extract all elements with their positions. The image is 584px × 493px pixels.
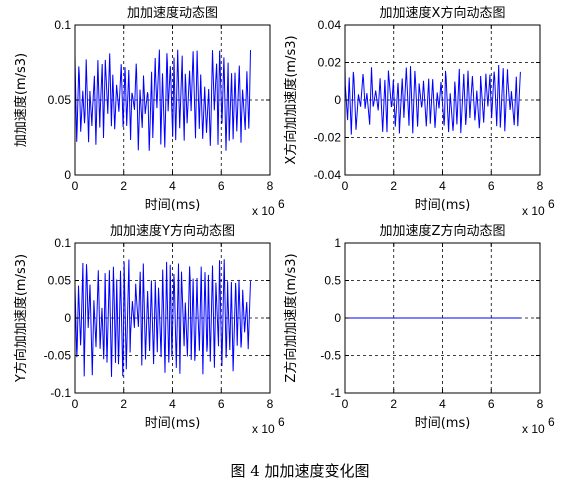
series-line: [344, 64, 521, 135]
x-tick-label: 0: [342, 397, 349, 411]
y-axis-label: Y方向加加速度(m/s3): [13, 254, 29, 383]
y-tick-label: 0.1: [54, 18, 71, 32]
x-tick-label: 6: [488, 179, 495, 193]
y-tick-label: -0.05: [44, 349, 72, 363]
x-multiplier: x 10: [522, 204, 545, 218]
x-tick-label: 0: [72, 397, 79, 411]
x-axis-label: 时间(ms): [145, 198, 201, 213]
y-tick-label: 0: [334, 311, 341, 325]
y-tick-label: 0.02: [318, 56, 342, 70]
series-line: [74, 259, 251, 377]
x-tick-label: 2: [390, 397, 397, 411]
y-axis-label: Z方向加加速度(m/s3): [283, 253, 299, 382]
x-tick-label: 8: [537, 397, 544, 411]
x-tick-label: 4: [169, 397, 176, 411]
x-tick-label: 4: [169, 179, 176, 193]
x-axis-label: 时间(ms): [415, 198, 471, 213]
y-tick-label: 1: [334, 236, 341, 250]
y-tick-label: -0.02: [314, 131, 342, 145]
y-tick-label: -0.5: [320, 349, 341, 363]
chart-title: 加加速度X方向动态图: [380, 5, 506, 21]
x-tick-label: 2: [120, 397, 127, 411]
y-tick-label: 0: [334, 93, 341, 107]
x-axis-label: 时间(ms): [415, 416, 471, 431]
x-tick-label: 6: [488, 397, 495, 411]
x-tick-label: 2: [390, 179, 397, 193]
y-tick-label: -0.1: [50, 386, 71, 400]
x-tick-label: 6: [218, 179, 225, 193]
x-multiplier: x 10: [252, 422, 275, 436]
x-tick-label: 8: [267, 397, 274, 411]
y-tick-label: -0.04: [314, 168, 342, 182]
series-line: [74, 49, 251, 151]
y-tick-label: 0.04: [318, 18, 342, 32]
y-tick-label: 0.1: [54, 236, 71, 250]
x-multiplier: x 10: [252, 204, 275, 218]
y-tick-label: 0.05: [48, 274, 72, 288]
y-tick-label: 0: [64, 168, 71, 182]
x-exponent: 6: [278, 197, 285, 211]
subplot-2: 0 2 4 6 8-0.04-0.0200.020.04加加速度X方向动态图时间(ms)…: [283, 5, 555, 218]
x-tick-label: 0: [342, 179, 349, 193]
x-tick-label: 4: [439, 179, 446, 193]
y-tick-label: 0.5: [324, 274, 341, 288]
x-multiplier: x 10: [522, 422, 545, 436]
chart-title: 加加速度Y方向动态图: [110, 223, 235, 239]
x-tick-label: 4: [439, 397, 446, 411]
x-exponent: 6: [548, 197, 555, 211]
y-tick-label: 0: [64, 311, 71, 325]
x-axis-label: 时间(ms): [145, 416, 201, 431]
x-tick-label: 0: [72, 179, 79, 193]
y-axis-label: 加加速度(m/s3): [13, 53, 29, 147]
chart-title: 加加速度动态图: [127, 5, 218, 21]
x-exponent: 6: [278, 415, 285, 429]
x-tick-label: 2: [120, 179, 127, 193]
y-tick-label: -1: [330, 386, 341, 400]
x-tick-label: 8: [537, 179, 544, 193]
x-tick-label: 6: [218, 397, 225, 411]
x-exponent: 6: [548, 415, 555, 429]
y-axis-label: X方向加加速度(m/s3): [283, 35, 299, 164]
chart-title: 加加速度Z方向动态图: [380, 223, 506, 239]
figure-caption: 图 4 加加速度变化图: [230, 462, 369, 480]
y-tick-label: 0.05: [48, 93, 72, 107]
x-tick-label: 8: [267, 179, 274, 193]
